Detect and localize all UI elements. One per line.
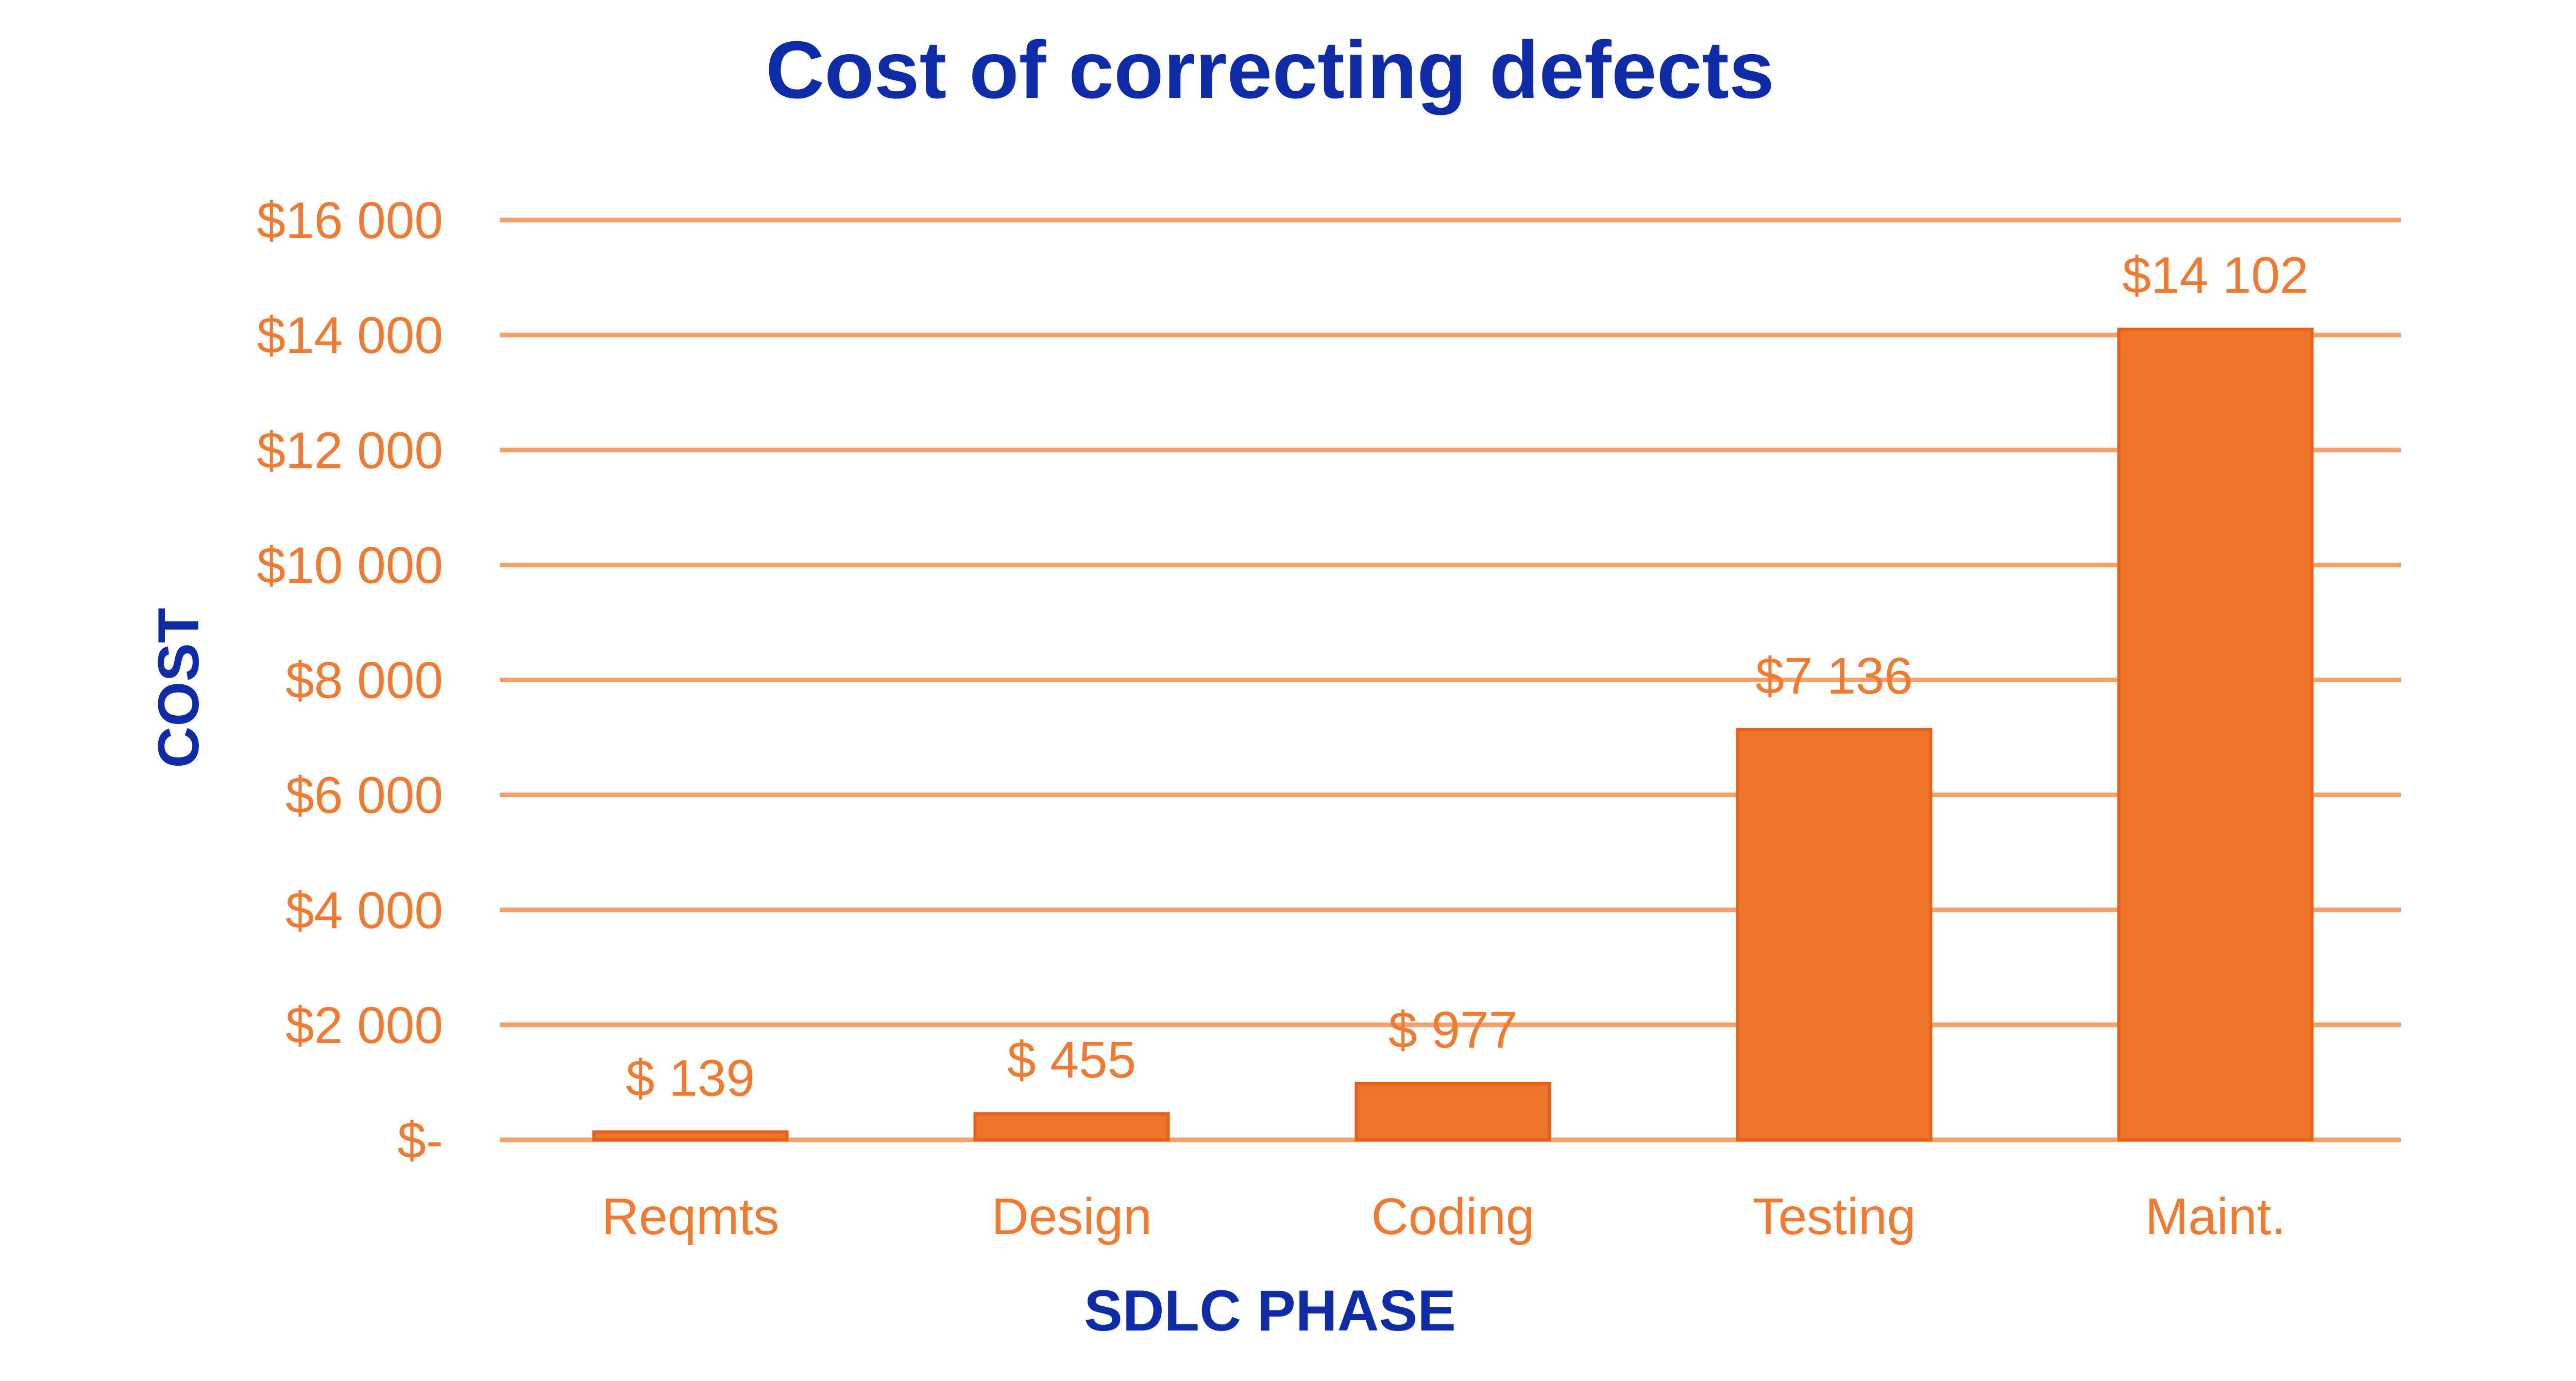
x-tick-label: Design	[991, 1188, 1151, 1245]
data-label: $ 139	[626, 1049, 755, 1107]
x-axis-title: SDLC PHASE	[1084, 1278, 1456, 1343]
x-tick-label: Reqmts	[602, 1188, 779, 1245]
data-label: $ 455	[1007, 1031, 1136, 1089]
x-tick-label: Maint.	[2145, 1188, 2285, 1245]
x-tick-label: Coding	[1371, 1188, 1535, 1245]
x-axis-ticks: Reqmts Design Coding Testing Maint.	[602, 1188, 2285, 1245]
bar-coding	[1354, 1082, 1551, 1141]
bar-reqmts	[592, 1130, 789, 1142]
y-tick-label: $10 000	[257, 536, 443, 594]
y-tick-label: $14 000	[257, 307, 443, 364]
gridlines	[500, 217, 2401, 1142]
bars	[592, 327, 2314, 1142]
y-axis-title: COST	[146, 608, 211, 768]
y-tick-label: $16 000	[257, 192, 443, 249]
y-tick-label: $8 000	[285, 652, 443, 710]
y-tick-label: $6 000	[285, 767, 443, 824]
bar-maint	[2117, 327, 2314, 1141]
data-label: $14 102	[2122, 247, 2308, 305]
data-labels: $ 139 $ 455 $ 977 $7 136 $14 102	[626, 247, 2309, 1107]
data-label: $7 136	[1755, 647, 1913, 705]
bar-testing	[1736, 728, 1933, 1141]
x-tick-label: Testing	[1753, 1188, 1916, 1245]
y-tick-label: $-	[397, 1111, 443, 1169]
y-tick-label: $2 000	[285, 997, 443, 1054]
bar-design	[973, 1112, 1170, 1141]
y-tick-label: $4 000	[285, 882, 443, 939]
data-label: $ 977	[1388, 1001, 1517, 1059]
y-tick-label: $12 000	[257, 422, 443, 479]
y-axis-ticks: $- $2 000 $4 000 $6 000 $8 000 $10 000 $12 000…	[257, 192, 443, 1169]
chart-title: Cost of correcting defects	[766, 25, 1774, 115]
